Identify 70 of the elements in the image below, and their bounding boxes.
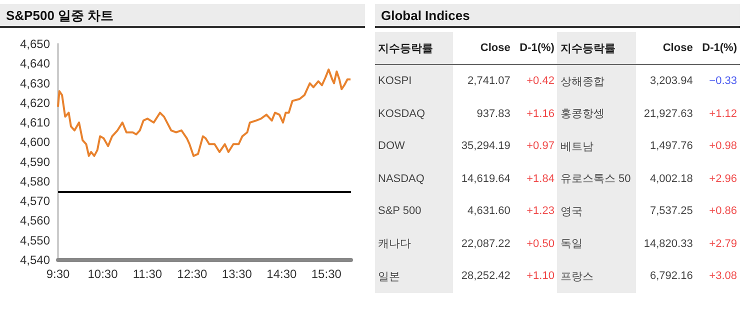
x-tick-label: 10:30 [88,267,118,281]
text: 35,294.19 [461,140,510,152]
text: 6,792.16 [650,270,693,282]
x-tick-label: 14:30 [266,267,298,281]
text: +0.42 [526,75,554,88]
text: 일본 [378,270,400,283]
text: 3,203.94 [650,75,693,88]
y-tick-label: 4,570 [20,194,50,208]
category-label: Close [636,32,696,64]
text: 2,741.07 [468,75,510,88]
text: 14,820.33 [644,238,693,250]
text: +1.10 [526,270,554,282]
y-tick-label: 4,580 [20,174,50,188]
text: +1.23 [526,205,554,218]
y-tick-label: 4,610 [20,116,50,130]
x-tick-label: 9:30 [46,267,70,281]
y-tick-label: 4,560 [20,214,50,228]
text: 28,252.42 [461,270,510,282]
text: 홍콩항셍 [560,108,604,120]
text: DOW [378,140,405,152]
text: 유로스톡스 50 [560,173,631,186]
text: 영국 [560,206,582,218]
y-tick-label: 4,620 [20,96,50,110]
text: 상해종합 [560,76,604,88]
line-series [57,68,352,157]
y-tick-label: 4,630 [20,76,50,90]
text: 14,619.64 [461,172,510,185]
text: +0.98 [709,140,737,152]
text: 1,497.76 [650,140,693,152]
text: KOSDAQ [378,108,426,120]
y-tick-label: 4,600 [20,135,50,150]
text: 독일 [560,238,582,250]
text: Global Indices [375,4,740,28]
category-label: D-1(%) [513,32,558,64]
text: +0.86 [709,205,737,218]
text: +2.96 [709,172,737,185]
text: 베트남 [560,140,594,153]
category-label: D-1(%) [696,32,740,64]
text: +1.12 [709,108,737,120]
y-tick-label: 4,640 [20,56,50,71]
text: 4,002.18 [650,172,693,185]
text: +1.16 [526,108,554,120]
y-tick-label: 4,650 [20,37,50,51]
text: 21,927.63 [644,108,693,120]
text: 7,537.25 [650,205,693,218]
y-tick-label: 4,550 [20,233,50,248]
category-label: 지수등락률 [375,32,454,64]
text: 937.83 [476,108,510,120]
category-label: 지수등락률 [557,32,636,64]
text: +1.84 [526,172,554,185]
text: S&P 500 [378,205,422,218]
chart-title: S&P500 일중 차트 [0,4,365,28]
text: KOSPI [378,75,412,88]
text: 캐나다 [378,238,411,250]
x-tick-label: 12:30 [177,267,208,281]
x-tick-label: 15:30 [311,267,342,281]
text: +0.97 [526,140,554,152]
text: 4,631.60 [468,205,510,218]
text: −0.33 [709,75,737,88]
x-tick-label: 11:30 [132,267,162,281]
y-tick-label: 4,540 [20,253,50,267]
text: +0.50 [526,238,554,250]
x-tick-label: 13:30 [222,267,252,281]
text: +2.79 [709,238,737,250]
text: +3.08 [709,270,737,282]
text: NASDAQ [378,172,424,185]
text: 22,087.22 [461,238,510,250]
text: 프랑스 [560,270,594,283]
category-label: Close [453,32,514,64]
y-tick-label: 4,590 [20,154,50,169]
